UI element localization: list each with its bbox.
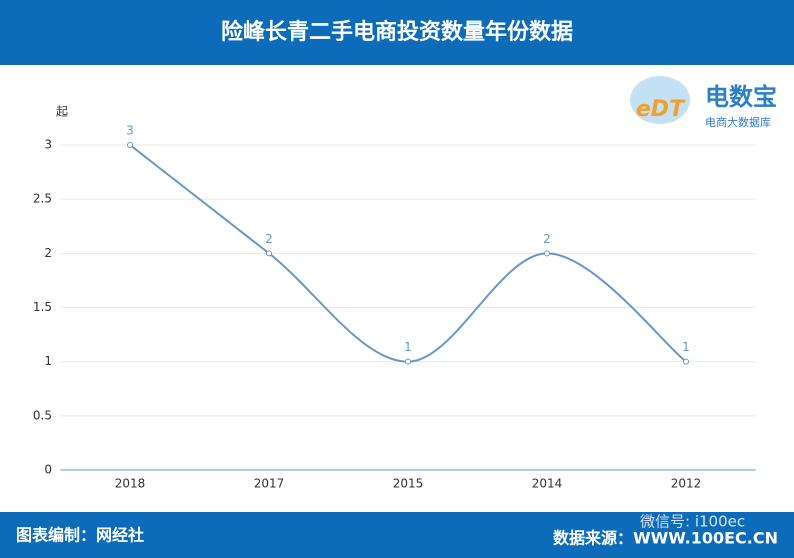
- data-point: [683, 358, 689, 365]
- y-tick-label: 2: [44, 246, 52, 260]
- logo-edt: eDT: [636, 97, 686, 122]
- x-tick-label: 2012: [671, 477, 702, 491]
- data-label: 2: [265, 232, 273, 246]
- watermark: 微信号: i100ec: [640, 513, 745, 531]
- logo-cloud: [630, 76, 690, 124]
- y-tick-label: 1: [44, 354, 52, 368]
- y-tick-label: 0.5: [33, 408, 52, 422]
- data-point: [405, 358, 411, 365]
- credit: 图表编制：网经社: [16, 526, 144, 545]
- data-label: 1: [404, 340, 412, 354]
- logo: eDT 电数宝 电商大数据库: [630, 76, 777, 129]
- source: 数据来源：WWW.100EC.CN: [553, 529, 778, 548]
- data-label: 2: [543, 232, 551, 246]
- y-tick-label: 1.5: [33, 300, 52, 314]
- logo-subtitle: 电商大数据库: [705, 115, 771, 129]
- x-tick-label: 2018: [115, 477, 146, 491]
- header-bar: [0, 0, 794, 65]
- data-point: [544, 250, 550, 257]
- y-tick-label: 3: [44, 138, 52, 152]
- data-point: [127, 142, 133, 148]
- data-label: 3: [126, 124, 134, 138]
- chart-title: 险峰长青二手电商投资数量年份数据: [221, 19, 573, 45]
- x-tick-label: 2015: [393, 477, 424, 491]
- data-point: [266, 250, 272, 257]
- y-axis-label: 起: [56, 105, 68, 119]
- x-tick-label: 2014: [532, 477, 563, 491]
- footer-bar: [0, 512, 794, 558]
- logo-name: 电数宝: [705, 83, 777, 111]
- y-tick-label: 0: [44, 463, 52, 477]
- data-label: 1: [682, 340, 690, 354]
- x-tick-label: 2017: [254, 477, 285, 491]
- y-tick-label: 2.5: [33, 192, 52, 206]
